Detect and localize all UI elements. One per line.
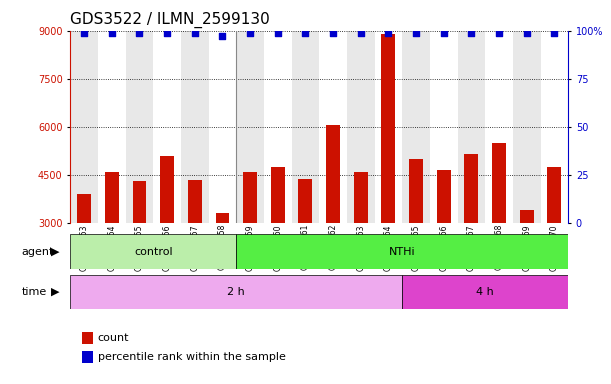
Bar xyxy=(160,156,174,223)
Bar xyxy=(492,143,506,223)
Bar xyxy=(541,31,568,223)
Point xyxy=(218,33,227,40)
Point xyxy=(107,30,117,36)
Text: percentile rank within the sample: percentile rank within the sample xyxy=(98,352,285,362)
Bar xyxy=(520,210,533,223)
Bar xyxy=(354,172,368,223)
Bar xyxy=(181,31,208,223)
Point xyxy=(522,30,532,36)
Bar xyxy=(98,31,126,223)
Text: ▶: ▶ xyxy=(51,247,59,257)
Bar xyxy=(236,31,264,223)
Point xyxy=(384,30,393,36)
Bar xyxy=(326,125,340,223)
Point xyxy=(134,30,144,36)
Point xyxy=(494,30,504,36)
Point xyxy=(273,30,283,36)
Bar xyxy=(547,167,562,223)
Text: NTHi: NTHi xyxy=(389,247,415,257)
Bar xyxy=(77,194,91,223)
Bar xyxy=(347,31,375,223)
Text: ▶: ▶ xyxy=(51,287,59,297)
Bar xyxy=(291,31,320,223)
Bar xyxy=(381,34,395,223)
Text: count: count xyxy=(98,333,130,343)
Bar xyxy=(243,172,257,223)
Bar xyxy=(402,275,568,309)
Bar xyxy=(126,31,153,223)
Bar xyxy=(437,170,451,223)
Bar xyxy=(70,31,98,223)
Bar xyxy=(70,234,236,269)
Text: time: time xyxy=(21,287,46,297)
Bar xyxy=(464,154,478,223)
Bar xyxy=(458,31,485,223)
Text: 2 h: 2 h xyxy=(227,287,245,297)
Point xyxy=(190,30,200,36)
Bar xyxy=(70,275,402,309)
Text: GDS3522 / ILMN_2599130: GDS3522 / ILMN_2599130 xyxy=(70,12,270,28)
Bar xyxy=(402,31,430,223)
Point xyxy=(301,30,310,36)
Point xyxy=(162,30,172,36)
Text: control: control xyxy=(134,247,172,257)
Bar xyxy=(375,31,402,223)
Point xyxy=(356,30,365,36)
Bar xyxy=(264,31,291,223)
Text: 4 h: 4 h xyxy=(477,287,494,297)
Bar xyxy=(430,31,458,223)
Point xyxy=(245,30,255,36)
Bar xyxy=(271,167,285,223)
Bar xyxy=(513,31,541,223)
Bar xyxy=(485,31,513,223)
Bar xyxy=(236,234,568,269)
Point xyxy=(439,30,448,36)
Bar xyxy=(105,172,119,223)
Point xyxy=(411,30,421,36)
Bar xyxy=(320,31,347,223)
Text: agent: agent xyxy=(21,247,54,257)
Bar xyxy=(409,159,423,223)
Point xyxy=(467,30,477,36)
Bar xyxy=(208,31,236,223)
Point xyxy=(549,30,559,36)
Point xyxy=(328,30,338,36)
Point xyxy=(79,30,89,36)
Bar xyxy=(153,31,181,223)
Bar xyxy=(188,180,202,223)
Bar xyxy=(133,181,147,223)
Bar xyxy=(216,213,229,223)
Bar xyxy=(299,179,312,223)
